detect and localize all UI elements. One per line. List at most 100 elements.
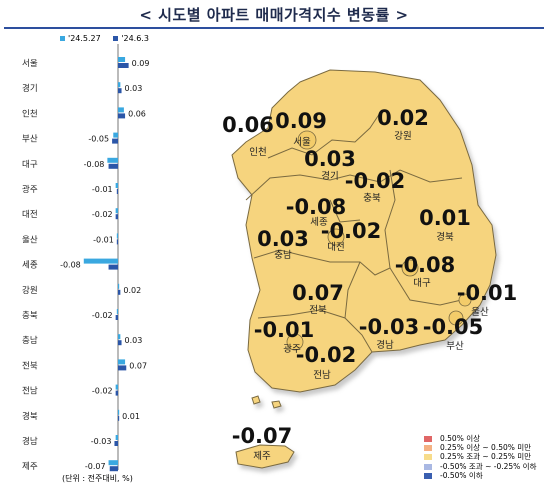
bar-chart: 서울 0.09 경기 0.03 인천 0.06 부산 -0.05 대구 -0.08 광주 -0.01 대… [22, 44, 149, 472]
map-region-name-3: 경기 [321, 170, 338, 182]
map-region-name-5: 세종 [310, 217, 328, 228]
bar-curr [118, 289, 121, 295]
legend-label-series-2: '24.6.3 [121, 34, 149, 43]
bar-prev [118, 57, 126, 62]
legend-row-1: 0.25% 이상 ~ 0.50% 미만 [424, 443, 536, 452]
legend-label-series-1: '24.5.27 [68, 34, 101, 43]
bar-prev [115, 208, 118, 214]
data-label: -0.07 [85, 462, 106, 471]
legend-row-2: 0.25% 조과 ~ 0.25% 미만 [424, 452, 536, 461]
category-label: 경북 [22, 411, 38, 422]
bar-prev [118, 283, 120, 289]
legend-row-3: -0.50% 조과 ~ -0.25% 이하 [424, 462, 536, 471]
bar-curr [108, 163, 118, 169]
data-label: -0.08 [84, 160, 105, 169]
legend-row-4: -0.50% 이하 [424, 471, 536, 480]
bar-curr [118, 415, 120, 421]
bar-curr [115, 390, 118, 396]
seoul-circle [297, 130, 317, 150]
legend-label: 0.50% 이상 [440, 434, 481, 443]
data-label: -0.02 [92, 210, 113, 219]
category-label: 강원 [22, 285, 38, 296]
map-value-6: -0.02 [321, 219, 382, 243]
category-label: 충북 [22, 311, 38, 321]
map-value-0: 0.06 [222, 113, 274, 137]
map-value-9: -0.08 [395, 253, 456, 277]
map-region-name-15: 전남 [313, 370, 331, 381]
map-jeju-outline [235, 444, 295, 469]
bar-prev [83, 258, 118, 264]
data-label: -0.02 [92, 387, 113, 396]
bar-curr [118, 340, 122, 346]
category-label: 제주 [22, 462, 38, 472]
bar-prev [107, 157, 118, 163]
data-label: 0.06 [128, 109, 146, 118]
bar-curr [118, 365, 127, 371]
daejeon-circle [327, 228, 345, 246]
bar-curr [112, 138, 118, 144]
legend-swatch [424, 463, 432, 470]
legend-label: 0.25% 이상 ~ 0.50% 미만 [440, 443, 532, 453]
bar-curr [118, 88, 122, 94]
bar-prev [118, 334, 121, 340]
daegu-circle [401, 259, 419, 277]
map-region-name-12: 광주 [283, 343, 301, 355]
category-label: 경남 [22, 436, 38, 447]
map-value-12: -0.01 [254, 318, 315, 342]
map-province-borders [245, 109, 471, 353]
map-island-2 [271, 400, 282, 409]
legend-label: 0.25% 조과 ~ 0.25% 미만 [440, 452, 532, 462]
data-label: -0.03 [91, 437, 112, 446]
category-label: 충남 [22, 336, 38, 346]
bar-curr [118, 63, 129, 68]
map-value-13: -0.03 [359, 315, 420, 339]
bar-curr [115, 315, 118, 320]
map-value-4: -0.02 [345, 169, 406, 193]
legend-swatch [424, 454, 432, 461]
legend-label: -0.50% 조과 ~ -0.25% 이하 [440, 461, 537, 471]
bar-prev [115, 435, 118, 440]
bar-prev [118, 409, 120, 415]
bar-prev [118, 82, 121, 88]
category-label: 세종 [22, 261, 38, 271]
title-bar: < 시도별 아파트 매매가격지수 변동률 > [4, 3, 544, 29]
bar-curr [116, 239, 118, 245]
map-region-name-7: 충남 [274, 250, 292, 261]
category-label: 대구 [22, 160, 38, 170]
map-region-name-9: 대구 [413, 278, 431, 289]
map-region-name-11: 울산 [471, 307, 489, 318]
data-label: -0.02 [92, 311, 113, 320]
data-label: -0.05 [88, 135, 109, 144]
data-label: 0.02 [123, 286, 141, 295]
legend-item-series-2: '24.6.3 [113, 34, 149, 43]
map-value-10: 0.07 [292, 281, 344, 305]
map-value-7: 0.03 [257, 227, 309, 251]
legend-row-0: 0.50% 이상 [424, 434, 536, 443]
legend-swatch-series-1 [60, 36, 65, 41]
category-label: 대전 [22, 209, 38, 220]
map-region-name-16: 제주 [253, 451, 271, 462]
map-value-5: -0.08 [286, 195, 347, 219]
map-region-name-10: 전북 [309, 305, 327, 316]
gwangju-circle [286, 333, 304, 351]
map-value-2: 0.02 [377, 106, 429, 130]
bar-curr [114, 441, 118, 446]
page-title: < 시도별 아파트 매매가격지수 변동률 > [139, 6, 409, 24]
category-label: 울산 [22, 234, 38, 245]
map-value-15: -0.02 [296, 343, 357, 367]
map-region-name-14: 부산 [446, 341, 464, 352]
category-label: 서울 [22, 59, 38, 69]
data-label: 0.03 [125, 84, 143, 93]
bar-prev [118, 107, 124, 113]
legend-label: -0.50% 이하 [440, 470, 483, 480]
map-region-name-4: 충북 [363, 193, 381, 204]
legend-swatch [424, 436, 432, 442]
data-label: 0.01 [122, 412, 140, 421]
category-label: 부산 [22, 134, 38, 145]
map-value-1: 0.09 [275, 109, 327, 133]
legend-swatch [424, 472, 432, 479]
bar-curr [108, 264, 118, 270]
bar-curr [118, 113, 126, 119]
map-region-name-8: 경북 [436, 231, 454, 243]
color-legend: 0.50% 이상 0.25% 이상 ~ 0.50% 미만 0.25% 조과 ~ 0.… [424, 434, 536, 480]
